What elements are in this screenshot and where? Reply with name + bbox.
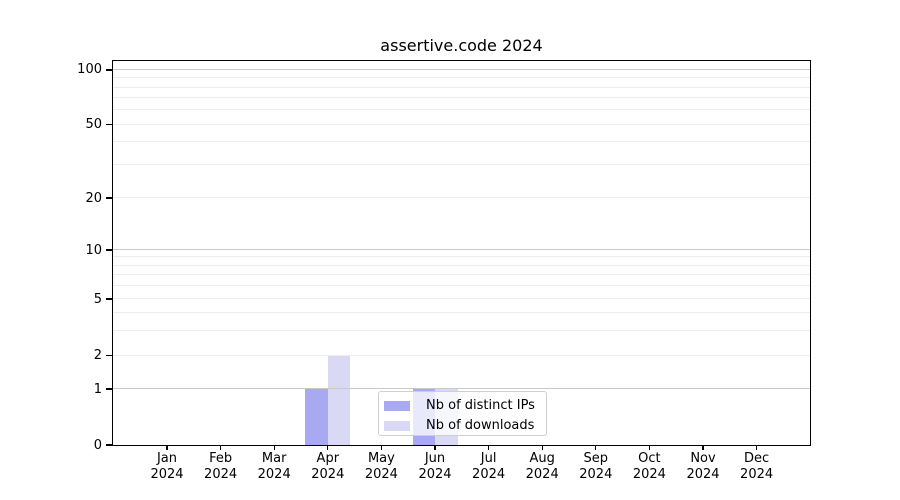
x-tick-label-nov: Nov 2024 xyxy=(671,451,735,482)
legend-swatch-distinct-ips xyxy=(384,400,410,411)
month-label: Feb xyxy=(209,451,233,466)
x-tick-mark-may xyxy=(380,446,382,450)
year-label: 2024 xyxy=(525,466,559,482)
y-tick-mark-2 xyxy=(106,354,113,357)
y-tick-label-50: 50 xyxy=(85,117,102,132)
y-tick-label-10: 10 xyxy=(85,242,102,258)
minor-gridline xyxy=(113,264,810,266)
month-label: May xyxy=(367,451,395,466)
y-tick-label-5: 5 xyxy=(93,291,102,307)
y-tick-mark-50 xyxy=(106,123,113,126)
gridline-y10 xyxy=(113,249,810,251)
minor-gridline xyxy=(113,274,810,276)
minor-gridline xyxy=(113,97,810,99)
gridline-y100 xyxy=(113,69,810,70)
y-tick-mark-5 xyxy=(106,298,113,300)
gridline-y2 xyxy=(113,354,810,356)
year-label: 2024 xyxy=(204,466,238,482)
gridline-y50 xyxy=(113,123,810,125)
month-label: Aug xyxy=(529,451,555,466)
year-label: 2024 xyxy=(311,466,345,482)
minor-gridline xyxy=(113,141,810,143)
legend-label-downloads: Nb of downloads xyxy=(426,418,535,433)
x-tick-mark-nov xyxy=(702,446,704,450)
year-label: 2024 xyxy=(150,466,184,482)
x-tick-label-dec: Dec 2024 xyxy=(725,451,789,482)
y-tick-mark-1 xyxy=(106,388,113,390)
x-tick-mark-mar xyxy=(273,446,275,450)
year-label: 2024 xyxy=(257,466,291,482)
year-label: 2024 xyxy=(632,466,666,482)
y-tick-label-0: 0 xyxy=(93,437,102,453)
minor-gridline xyxy=(113,256,810,258)
x-tick-mark-apr xyxy=(327,446,329,450)
x-tick-label-apr: Apr 2024 xyxy=(296,451,360,482)
month-label: Nov xyxy=(690,451,716,466)
legend-item-downloads: Nb of downloads xyxy=(384,417,546,434)
month-label: Dec xyxy=(744,451,770,466)
gridline-y5 xyxy=(113,298,810,300)
x-tick-mark-aug xyxy=(541,446,543,450)
x-tick-mark-jul xyxy=(488,446,490,450)
x-tick-label-feb: Feb 2024 xyxy=(189,451,253,482)
legend: Nb of distinct IPs Nb of downloads xyxy=(378,391,547,436)
x-tick-mark-oct xyxy=(648,446,650,450)
x-tick-label-jul: Jul 2024 xyxy=(457,451,521,482)
month-label: Jul xyxy=(480,451,497,466)
year-label: 2024 xyxy=(364,466,398,482)
x-tick-mark-jan xyxy=(166,446,168,450)
minor-gridline xyxy=(113,285,810,287)
x-tick-label-may: May 2024 xyxy=(349,451,413,482)
x-tick-mark-feb xyxy=(220,446,222,450)
year-label: 2024 xyxy=(740,466,774,482)
x-tick-label-oct: Oct 2024 xyxy=(617,451,681,482)
y-tick-label-2: 2 xyxy=(93,347,102,363)
y-tick-mark-100 xyxy=(106,69,113,71)
year-label: 2024 xyxy=(579,466,613,482)
y-tick-label-20: 20 xyxy=(85,190,102,206)
minor-gridline xyxy=(113,311,810,313)
legend-item-distinct-ips: Nb of distinct IPs xyxy=(384,397,546,414)
gridline-y20 xyxy=(113,197,810,199)
year-label: 2024 xyxy=(472,466,506,482)
y-tick-mark-20 xyxy=(106,197,113,199)
x-tick-label-mar: Mar 2024 xyxy=(242,451,306,482)
gridline-y1 xyxy=(113,388,810,390)
minor-gridline xyxy=(113,77,810,79)
year-label: 2024 xyxy=(418,466,452,482)
x-tick-mark-sep xyxy=(595,446,597,450)
month-label: Mar xyxy=(261,451,287,466)
x-tick-label-jan: Jan 2024 xyxy=(135,451,199,482)
minor-gridline xyxy=(113,109,810,110)
x-tick-label-sep: Sep 2024 xyxy=(564,451,628,482)
minor-gridline xyxy=(113,86,810,88)
chart-title: assertive.code 2024 xyxy=(380,36,543,55)
y-tick-mark-0 xyxy=(106,444,113,446)
y-tick-label-1: 1 xyxy=(93,381,102,397)
legend-swatch-downloads xyxy=(384,420,410,431)
x-tick-label-aug: Aug 2024 xyxy=(510,451,574,482)
bar-apr-downloads xyxy=(327,355,351,445)
y-tick-mark-10 xyxy=(106,249,113,251)
month-label: Jun xyxy=(424,451,446,466)
legend-label-distinct-ips: Nb of distinct IPs xyxy=(426,398,535,413)
minor-gridline xyxy=(113,163,810,165)
x-tick-label-jun: Jun 2024 xyxy=(403,451,467,482)
y-tick-label-100: 100 xyxy=(77,62,102,78)
bar-apr-distinct-ips xyxy=(305,389,328,445)
gridlines-layer xyxy=(113,61,810,445)
x-tick-mark-dec xyxy=(756,446,758,450)
minor-gridline xyxy=(113,329,810,331)
x-tick-mark-jun xyxy=(434,446,436,450)
year-label: 2024 xyxy=(686,466,720,482)
month-label: Oct xyxy=(638,451,661,466)
month-label: Apr xyxy=(316,451,340,466)
month-label: Jan xyxy=(156,451,178,466)
month-label: Sep xyxy=(583,451,609,466)
